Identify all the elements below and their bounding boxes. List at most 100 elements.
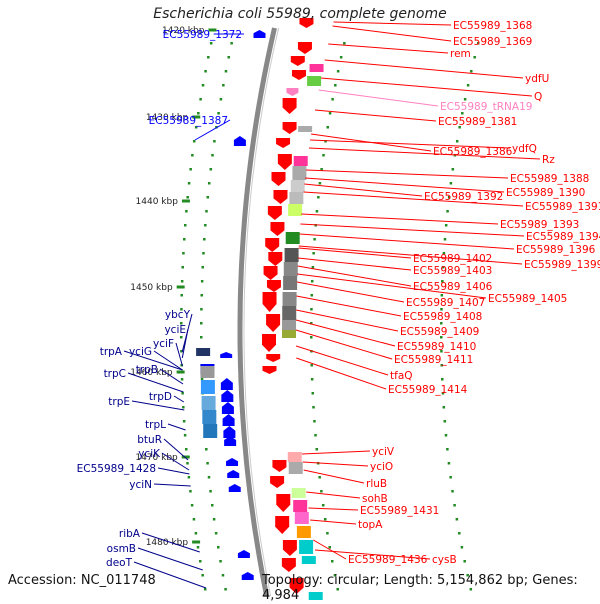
reverse-block xyxy=(203,424,218,438)
scale-tick-label: 1450 kbp xyxy=(130,283,173,293)
guide-dot xyxy=(211,504,214,507)
right-gene-label: EC55989_1410 xyxy=(397,341,476,353)
guide-dot xyxy=(211,154,214,157)
forward-gene xyxy=(270,222,285,236)
guide-dot xyxy=(189,490,192,493)
guide-dot xyxy=(460,546,464,549)
forward-gene xyxy=(282,540,297,556)
guide-dot xyxy=(441,266,445,269)
right-leader-line xyxy=(295,345,389,376)
guide-dot xyxy=(321,504,325,507)
guide-dot xyxy=(200,336,203,339)
feature-block xyxy=(288,462,303,474)
guide-dot xyxy=(206,196,210,199)
guide-dot xyxy=(334,84,337,87)
guide-dot xyxy=(440,350,443,353)
guide-dot xyxy=(200,322,203,325)
right-leader-line xyxy=(296,309,399,332)
left-leader-line xyxy=(153,483,191,487)
guide-dot xyxy=(313,420,316,423)
right-gene-label: tfaQ xyxy=(390,370,413,382)
right-leader-line xyxy=(295,329,393,360)
guide-dot xyxy=(203,588,207,591)
guide-dot xyxy=(442,252,446,255)
forward-gene xyxy=(263,266,278,280)
guide-dot xyxy=(201,84,205,87)
right-gene-label: EC55989_1392 xyxy=(424,191,503,203)
forward-gene xyxy=(297,42,312,54)
feature-block xyxy=(298,126,313,132)
right-leader-line xyxy=(301,213,499,225)
guide-dot xyxy=(442,406,446,409)
right-gene-label: EC55989_1391 xyxy=(525,201,600,213)
reverse-gene xyxy=(233,136,246,146)
reverse-block xyxy=(196,348,211,356)
guide-dot xyxy=(181,392,184,395)
forward-gene xyxy=(266,314,281,332)
guide-dot xyxy=(192,140,196,143)
right-gene-label: EC55989_1411 xyxy=(394,354,473,366)
guide-dot xyxy=(328,546,332,549)
guide-dot xyxy=(318,182,322,185)
feature-block xyxy=(283,262,298,276)
right-leader-line xyxy=(308,507,359,511)
guide-dot xyxy=(182,406,185,409)
reverse-gene xyxy=(237,550,250,558)
reverse-gene xyxy=(241,572,254,580)
left-leader-line xyxy=(175,342,183,367)
feature-block xyxy=(308,592,323,600)
left-leader-line xyxy=(181,328,189,359)
feature-block xyxy=(284,248,299,262)
left-gene-label: yciG xyxy=(129,346,152,358)
right-gene-label: topA xyxy=(358,519,383,531)
forward-gene xyxy=(262,292,277,312)
feature-block xyxy=(282,306,297,320)
right-leader-line xyxy=(299,233,515,250)
right-gene-label: yciO xyxy=(370,461,393,473)
left-leader-line xyxy=(127,372,184,393)
guide-dot xyxy=(444,434,448,437)
guide-dot xyxy=(470,70,473,73)
right-leader-line xyxy=(328,43,449,54)
guide-dot xyxy=(204,70,207,73)
left-leader-line xyxy=(137,547,203,571)
forward-gene xyxy=(266,280,281,292)
guide-dot xyxy=(312,252,315,255)
guide-dot xyxy=(469,588,473,591)
guide-dot xyxy=(446,448,449,451)
guide-dot xyxy=(209,168,213,171)
reverse-gene xyxy=(253,30,266,38)
right-leader-line xyxy=(304,183,423,197)
left-leader-line xyxy=(194,119,231,141)
right-gene-label: EC55989_1405 xyxy=(488,293,567,305)
map-title: Escherichia coli 55989, complete genome xyxy=(153,6,447,22)
guide-dot xyxy=(447,196,451,199)
scale-tick-label: 1480 kbp xyxy=(146,538,189,548)
guide-dot xyxy=(446,210,449,213)
guide-dot xyxy=(217,112,220,115)
forward-gene xyxy=(275,516,290,534)
reverse-gene xyxy=(227,470,240,478)
guide-dot xyxy=(336,70,340,73)
backbone-line xyxy=(237,27,277,597)
scale-tick-label: 1420 kbp xyxy=(162,26,205,36)
guide-rings xyxy=(180,42,480,591)
guide-dot xyxy=(476,42,480,45)
guide-dot xyxy=(322,154,325,157)
left-gene-label: yciN xyxy=(129,479,152,491)
guide-dot xyxy=(205,448,208,451)
right-leader-line xyxy=(318,89,439,107)
left-leader-line xyxy=(173,395,185,403)
right-gene-label: EC55989_1431 xyxy=(360,505,439,517)
right-leader-line xyxy=(313,539,347,560)
guide-dot xyxy=(217,546,220,549)
guide-dot xyxy=(202,252,205,255)
right-gene-label: Q xyxy=(534,91,542,103)
right-gene-label: Rz xyxy=(542,154,555,166)
guide-dot xyxy=(339,56,343,59)
guide-dot xyxy=(451,490,454,493)
guide-dot xyxy=(209,42,213,45)
right-gene-label: EC55989_1394 xyxy=(526,231,600,243)
guide-dot xyxy=(227,56,230,59)
left-gene-label: EC55989_1372 xyxy=(163,29,242,41)
